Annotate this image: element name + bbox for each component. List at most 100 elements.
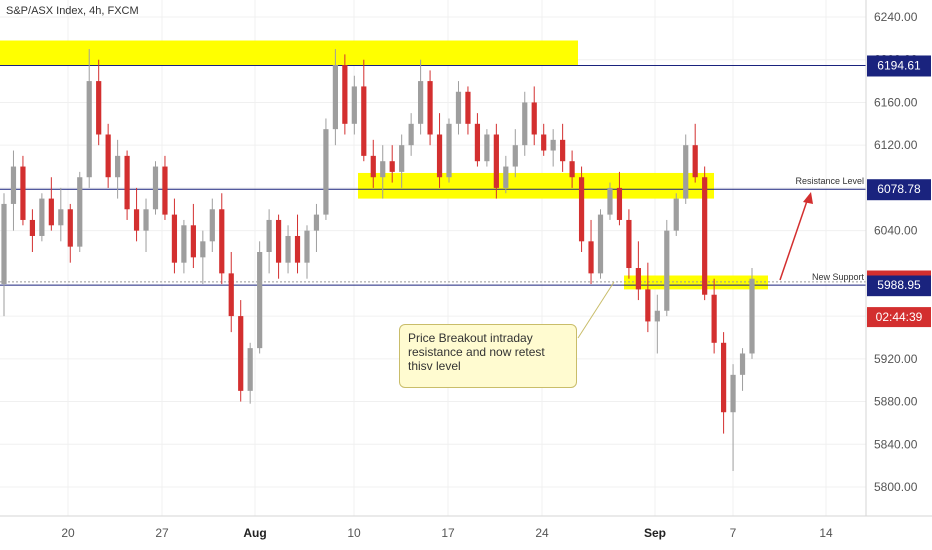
candle-body [664,230,670,311]
current-price-marker [867,270,931,276]
candlesticks [1,49,755,471]
candle-body [39,198,45,236]
candle-body [238,316,244,391]
arrow-head [803,192,813,204]
candle-body [105,134,111,178]
candle-body [635,268,641,290]
candle-body [720,342,727,413]
candle-body [162,166,168,215]
time-tick-label: Aug [243,526,266,540]
time-tick-label: 10 [347,526,361,540]
candle-body [96,81,102,135]
candle-body [275,219,282,263]
candle-body [749,278,755,354]
candle-body [86,81,92,178]
time-axis-ticks: 20 27 Aug 10 17 24 Sep 7 14 [61,526,833,540]
candle-body [115,155,121,178]
candle-body [257,252,263,349]
price-tag [867,55,931,77]
candle-body [313,214,320,231]
callout-note: Price Breakout intraday resistance and n… [399,324,577,388]
chart-grid [0,0,866,516]
candle-body [171,214,178,263]
candle-body [124,155,130,210]
candle-body [493,134,499,188]
candle-body [446,123,452,178]
candle-body [484,134,490,162]
price-tag [867,179,931,201]
candle-body [465,91,471,124]
candle-body [247,348,253,391]
candle-body [616,187,623,220]
chart-title: S&P/ASX Index, 4h, FXCM [6,5,139,17]
resistance-level-label: Resistance Level [795,176,864,186]
price-tick-label: 5840.00 [874,437,918,451]
price-tick-label: 6160.00 [874,95,918,109]
candle-body [399,145,405,172]
candle-body [323,129,329,215]
candle-body [702,177,708,295]
candle-body [294,235,301,263]
price-tag-label: 5988.95 [877,278,921,292]
candle-body [408,123,414,146]
price-tick-label: 5800.00 [874,480,918,494]
candle-body [578,177,585,242]
price-tag [867,275,931,297]
price-tick-label: 5920.00 [874,352,918,366]
price-tag-label: 6194.61 [877,58,921,72]
candle-body [133,209,140,231]
candle-body [673,198,679,231]
candle-body [522,102,528,146]
time-tick-label: 20 [61,526,75,540]
candle-body [29,219,36,236]
candle-body [654,310,660,322]
price-axis [866,0,932,516]
annotations: Resistance Level New Support [577,176,865,339]
candle-body [692,145,698,178]
level-lines [0,64,866,286]
price-tick-label: 6240.00 [874,10,918,24]
candle-body [739,353,746,375]
callout-pointer [577,281,615,339]
countdown-tag [867,307,931,328]
time-tick-label: Sep [644,526,666,540]
candle-body [190,225,196,258]
candle-body [607,187,613,215]
candle-body [58,209,64,226]
candle-body [550,139,556,151]
candle-body [200,241,206,258]
candle-body [626,219,632,269]
candle-body [531,102,537,135]
candle-body [20,166,26,220]
time-tick-label: 24 [535,526,549,540]
highlight-zones [0,40,768,290]
countdown-label: 02:44:39 [876,310,923,324]
candle-body [209,209,215,242]
arrow-line [779,197,809,281]
candle-body [285,235,291,263]
candle-body [436,134,443,178]
time-axis [0,516,932,550]
candle-body [645,289,651,322]
candle-body [332,65,338,130]
candle-body [588,241,594,274]
candle-body [228,273,234,317]
candle-body [152,166,159,210]
time-tick-label: 7 [730,526,737,540]
candle-body [361,86,367,156]
candle-body [711,294,717,343]
candle-body [370,155,376,178]
candle-body [418,81,424,124]
new-support-label: New Support [812,272,865,282]
candle-body [48,198,54,226]
time-tick-label: 14 [819,526,833,540]
candle-body [342,65,348,124]
candle-body [219,209,225,274]
candle-body [683,145,689,199]
candle-body [351,86,357,124]
candle-body [143,209,149,231]
candle-body [541,134,547,151]
price-tick-label: 6120.00 [874,138,918,152]
candle-body [77,177,83,247]
